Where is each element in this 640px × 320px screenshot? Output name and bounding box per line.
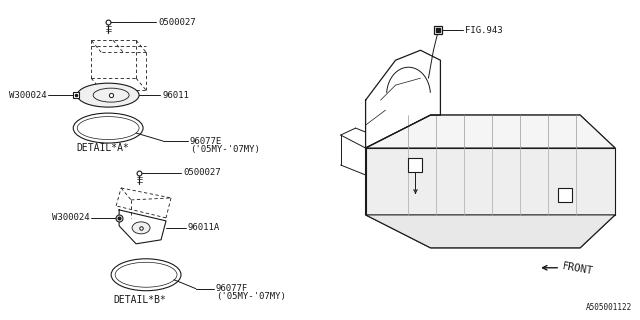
Polygon shape (365, 115, 615, 148)
Text: 96011A: 96011A (188, 223, 220, 232)
Text: B: B (563, 190, 568, 199)
Text: DETAIL*B*: DETAIL*B* (113, 295, 166, 305)
Polygon shape (365, 215, 615, 248)
Text: FIG.943: FIG.943 (465, 26, 503, 35)
Text: ('05MY-'07MY): ('05MY-'07MY) (216, 292, 286, 301)
Text: 0500027: 0500027 (183, 168, 221, 178)
Text: A: A (413, 161, 418, 170)
Text: W300024: W300024 (52, 213, 89, 222)
Text: 96077E: 96077E (190, 137, 222, 146)
Text: FRONT: FRONT (561, 261, 594, 276)
FancyBboxPatch shape (408, 158, 422, 172)
Text: 0500027: 0500027 (158, 18, 196, 27)
Text: DETAIL*A*: DETAIL*A* (76, 143, 129, 153)
Ellipse shape (132, 222, 150, 234)
FancyBboxPatch shape (558, 188, 572, 202)
Text: W300024: W300024 (9, 91, 46, 100)
Text: A505001122: A505001122 (586, 303, 632, 312)
Text: ('05MY-'07MY): ('05MY-'07MY) (190, 145, 260, 154)
Ellipse shape (77, 83, 139, 107)
Text: 96077F: 96077F (216, 284, 248, 293)
Text: 96011: 96011 (162, 91, 189, 100)
Polygon shape (365, 148, 615, 215)
Ellipse shape (93, 88, 129, 102)
